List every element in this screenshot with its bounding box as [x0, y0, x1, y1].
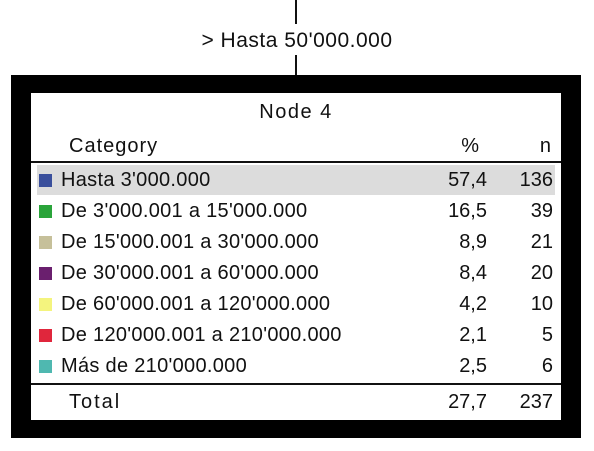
- category-row: De 60'000.001 a 120'000.000 4,2 10: [31, 289, 561, 319]
- category-row: De 30'000.001 a 60'000.000 8,4 20: [31, 258, 561, 288]
- category-n: 5: [542, 324, 553, 347]
- category-percent: 8,9: [459, 231, 487, 254]
- split-condition-label: > Hasta 50'000.000: [0, 29, 594, 53]
- tree-connector-bottom: [295, 55, 297, 77]
- total-label: Total: [69, 391, 121, 414]
- color-swatch: [39, 329, 52, 342]
- category-percent: 57,4: [448, 169, 487, 192]
- color-swatch: [39, 298, 52, 311]
- category-n: 21: [531, 231, 553, 254]
- category-label: De 30'000.001 a 60'000.000: [61, 262, 319, 285]
- category-row: De 120'000.001 a 210'000.000 2,1 5: [31, 320, 561, 350]
- category-n: 136: [520, 169, 553, 192]
- node-title: Node 4: [31, 101, 561, 124]
- category-label: De 3'000.001 a 15'000.000: [61, 200, 307, 223]
- header-n: n: [540, 135, 551, 158]
- category-percent: 4,2: [459, 293, 487, 316]
- category-percent: 16,5: [448, 200, 487, 223]
- category-n: 20: [531, 262, 553, 285]
- color-swatch: [39, 236, 52, 249]
- category-n: 39: [531, 200, 553, 223]
- category-n: 10: [531, 293, 553, 316]
- total-n: 237: [520, 391, 553, 414]
- node-table: Node 4 Category % n Hasta 3'000.000 57,4 1…: [31, 93, 561, 420]
- color-swatch: [39, 267, 52, 280]
- category-label: De 15'000.001 a 30'000.000: [61, 231, 319, 254]
- category-label: Hasta 3'000.000: [61, 169, 211, 192]
- category-row: Hasta 3'000.000 57,4 136: [37, 165, 555, 195]
- category-percent: 8,4: [459, 262, 487, 285]
- color-swatch: [39, 205, 52, 218]
- category-row: Más de 210'000.000 2,5 6: [31, 351, 561, 381]
- table-header: Category % n: [31, 135, 561, 161]
- total-row: Total 27,7 237: [31, 391, 561, 417]
- category-percent: 2,5: [459, 355, 487, 378]
- category-label: De 60'000.001 a 120'000.000: [61, 293, 330, 316]
- category-row: De 3'000.001 a 15'000.000 16,5 39: [31, 196, 561, 226]
- category-label: De 120'000.001 a 210'000.000: [61, 324, 342, 347]
- total-percent: 27,7: [448, 391, 487, 414]
- tree-connector-top: [295, 0, 297, 24]
- header-divider: [31, 161, 561, 163]
- header-percent: %: [461, 135, 479, 158]
- category-label: Más de 210'000.000: [61, 355, 247, 378]
- category-row: De 15'000.001 a 30'000.000 8,9 21: [31, 227, 561, 257]
- category-n: 6: [542, 355, 553, 378]
- category-percent: 2,1: [459, 324, 487, 347]
- color-swatch: [39, 360, 52, 373]
- total-divider: [31, 383, 561, 385]
- color-swatch: [39, 174, 52, 187]
- header-category: Category: [69, 135, 158, 158]
- tree-node-4[interactable]: Node 4 Category % n Hasta 3'000.000 57,4 1…: [11, 75, 581, 438]
